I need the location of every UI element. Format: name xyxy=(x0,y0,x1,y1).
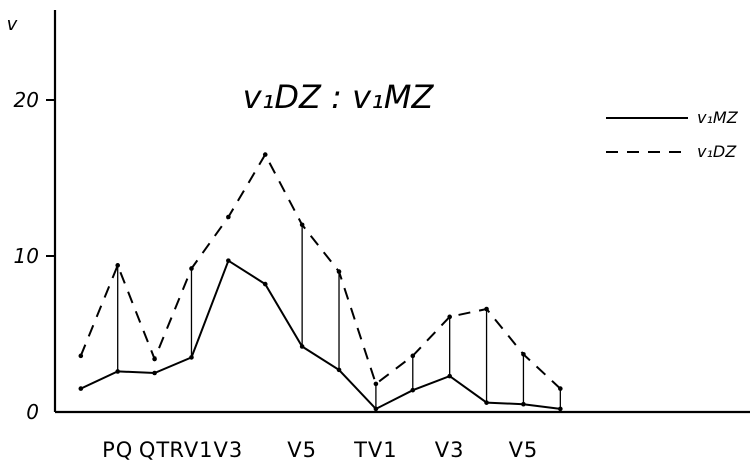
data-point-v1dz-5 xyxy=(226,214,231,220)
data-point-v1mz-14 xyxy=(558,406,563,412)
data-point-v1mz-6 xyxy=(262,281,268,287)
x-category-label-4: V5 xyxy=(287,438,317,460)
x-category-label-1: QT xyxy=(139,438,170,460)
x-category-label-3: V3 xyxy=(213,438,243,460)
data-point-v1mz-7 xyxy=(299,344,305,349)
axes-layer: 0 10 20 v xyxy=(7,10,750,424)
data-point-v1mz-9 xyxy=(373,406,379,412)
x-category-label-7: V5 xyxy=(509,438,539,460)
y-tick-label-1: 10 xyxy=(14,244,39,268)
series-line-v1mz xyxy=(80,259,561,411)
x-category-label-2: RV1 xyxy=(169,438,213,460)
data-point-v1dz-8 xyxy=(336,269,342,274)
y-tick-label-0: 0 xyxy=(26,400,39,424)
legend-label-v1dz: v₁DZ xyxy=(697,142,737,161)
series-line-v1dz xyxy=(79,152,561,390)
data-point-v1dz-3 xyxy=(152,356,157,362)
x-category-label-6: V3 xyxy=(435,438,465,460)
data-point-v1mz-1 xyxy=(78,386,84,391)
connectors-layer xyxy=(117,224,561,409)
data-point-v1dz-14 xyxy=(558,386,563,391)
legend-layer: v₁MZ v₁DZ xyxy=(606,108,739,161)
data-point-v1dz-10 xyxy=(410,353,416,359)
data-point-v1mz-5 xyxy=(226,258,231,263)
series-layer xyxy=(78,152,563,412)
y-axis-label: v xyxy=(7,14,18,35)
y-tick-label-2: 20 xyxy=(14,88,39,112)
data-point-v1dz-1 xyxy=(78,353,84,359)
data-point-v1mz-12 xyxy=(484,400,489,405)
data-point-v1dz-11 xyxy=(447,314,452,320)
data-point-v1dz-2 xyxy=(115,263,121,268)
data-point-v1dz-13 xyxy=(521,351,526,357)
data-point-v1mz-10 xyxy=(410,387,416,393)
data-point-v1mz-3 xyxy=(152,370,157,376)
legend-label-v1mz: v₁MZ xyxy=(697,108,739,127)
data-point-v1mz-2 xyxy=(115,369,121,374)
data-point-v1dz-9 xyxy=(373,381,379,387)
data-point-v1dz-6 xyxy=(262,152,268,157)
data-point-v1dz-4 xyxy=(189,266,194,271)
data-point-v1mz-13 xyxy=(521,401,526,407)
chart-title: v₁DZ : v₁MZ xyxy=(243,78,435,116)
data-point-v1mz-11 xyxy=(447,373,452,379)
data-point-v1dz-7 xyxy=(299,222,305,228)
data-point-v1mz-8 xyxy=(336,367,342,373)
x-category-label-5: TV1 xyxy=(353,438,398,460)
data-point-v1dz-12 xyxy=(484,306,489,312)
x-category-label-0: PQ xyxy=(102,438,133,460)
data-point-v1mz-4 xyxy=(189,355,194,360)
